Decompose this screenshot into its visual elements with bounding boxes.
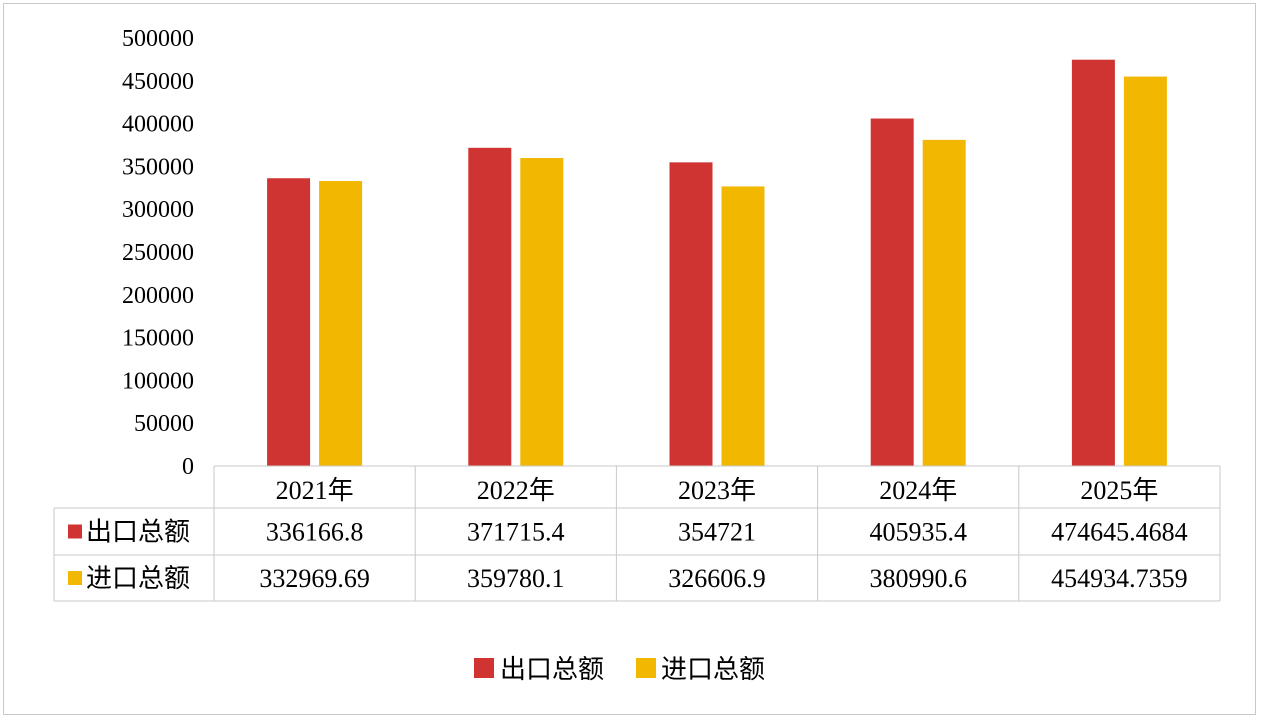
data-label-0-1: 371715.4: [467, 518, 565, 547]
y-tick-label-8: 400000: [122, 112, 194, 138]
y-tick-label-6: 300000: [122, 197, 194, 223]
legend-swatch-1: [636, 658, 656, 678]
data-label-0-0: 336166.8: [266, 518, 364, 547]
bar-export-4: [1071, 59, 1115, 466]
table-series-name-0: 出口总额: [86, 518, 190, 547]
data-label-0-4: 474645.4684: [1051, 518, 1188, 547]
bar-import-1: [520, 158, 564, 466]
data-label-1-3: 380990.6: [869, 564, 967, 593]
bar-export-1: [468, 147, 512, 466]
legend-label-1: 进口总额: [661, 655, 765, 684]
data-label-0-2: 354721: [678, 518, 756, 547]
x-category-label-3: 2024年: [879, 476, 957, 505]
y-tick-label-1: 50000: [134, 411, 194, 437]
y-tick-label-9: 450000: [122, 69, 194, 95]
data-label-1-2: 326606.9: [668, 564, 766, 593]
legend-swatch-0: [474, 658, 494, 678]
data-label-1-1: 359780.1: [467, 564, 565, 593]
y-tick-label-2: 100000: [122, 368, 194, 394]
bar-import-3: [922, 139, 966, 466]
y-tick-label-7: 350000: [122, 154, 194, 180]
bar-export-3: [870, 118, 914, 467]
table-key-1: [68, 571, 82, 585]
table-series-name-1: 进口总额: [86, 564, 190, 593]
x-category-label-4: 2025年: [1080, 476, 1158, 505]
bar-export-0: [267, 178, 311, 467]
data-label-1-0: 332969.69: [259, 564, 370, 593]
y-tick-label-10: 500000: [122, 26, 194, 52]
bar-import-4: [1123, 76, 1167, 466]
table-key-0: [68, 524, 82, 539]
legend: 出口总额 进口总额: [474, 655, 765, 684]
chart-frame: [3, 3, 1256, 715]
y-tick-label-5: 250000: [122, 240, 194, 266]
data-label-1-4: 454934.7359: [1051, 564, 1188, 593]
y-tick-label-0: 0: [182, 454, 194, 480]
bar-import-2: [721, 186, 765, 466]
x-category-label-0: 2021年: [276, 476, 354, 505]
x-category-label-1: 2022年: [477, 476, 555, 505]
y-axis: 0 50000 100000 150000 200000 250000 300000 3500…: [122, 26, 194, 480]
bar-import-0: [319, 180, 363, 466]
data-label-0-3: 405935.4: [869, 518, 967, 547]
bars: [267, 59, 1167, 467]
bar-export-2: [669, 162, 713, 466]
y-tick-label-4: 200000: [122, 283, 194, 309]
y-tick-label-3: 150000: [122, 326, 194, 352]
x-category-label-2: 2023年: [678, 476, 756, 505]
legend-label-0: 出口总额: [500, 655, 604, 684]
